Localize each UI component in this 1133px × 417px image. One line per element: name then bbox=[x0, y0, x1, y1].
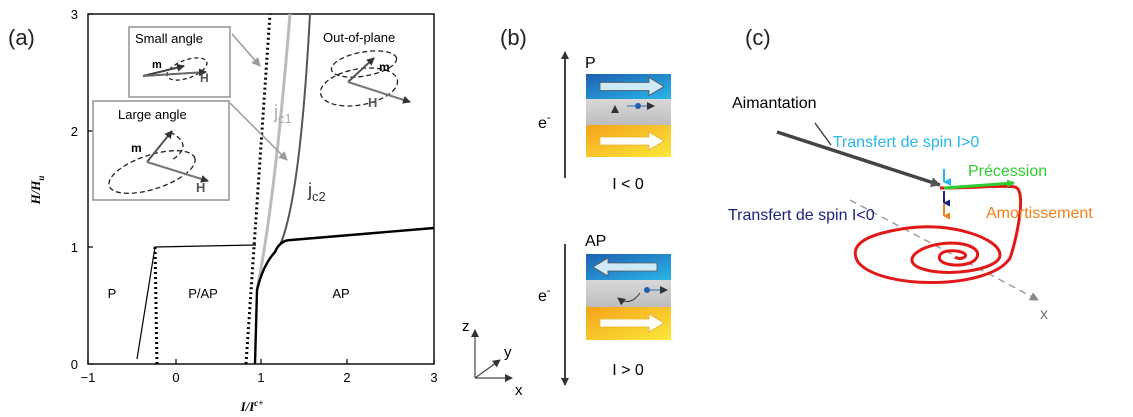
jc2-label: jc2 bbox=[307, 180, 326, 204]
spin-transfer-pos-label: Transfert de spin I>0 bbox=[833, 134, 980, 151]
y-axis-ticks bbox=[88, 13, 93, 365]
current-label-top: I < 0 bbox=[612, 176, 644, 193]
axis-y-label: y bbox=[504, 344, 512, 361]
inset-large-angle: Large angle m H bbox=[92, 100, 288, 201]
panel-c: (c) x Aimantation Transfert de spin I>0 … bbox=[728, 25, 1093, 323]
fixed-arrow-bottom bbox=[599, 313, 665, 333]
x-tick-label: 3 bbox=[430, 370, 437, 385]
inset-large-angle-m: m bbox=[131, 141, 142, 155]
axis-z-label: z bbox=[462, 318, 470, 335]
dotted-boundary-left bbox=[153, 246, 159, 365]
x-tick-label: −1 bbox=[81, 370, 96, 385]
inset-large-angle-h: H bbox=[196, 180, 205, 195]
panel-a-label: (a) bbox=[8, 25, 35, 50]
inset-small-angle: Small angle m H bbox=[128, 26, 261, 98]
panel-b-label: (b) bbox=[500, 25, 527, 50]
stack-antiparallel: e- AP I > 0 bbox=[538, 233, 671, 386]
x-axis-label: I/Ic+ bbox=[240, 398, 264, 414]
inset-out-of-plane-title: Out-of-plane bbox=[323, 30, 395, 45]
inset-large-angle-title: Large angle bbox=[118, 107, 187, 122]
electron-label-top: e- bbox=[538, 112, 551, 132]
jc2-curve bbox=[279, 13, 311, 246]
inset-out-of-plane-m: m bbox=[379, 60, 390, 74]
region-ap-label: AP bbox=[332, 286, 349, 301]
y-axis-label: H/Hu bbox=[28, 176, 46, 206]
axis-x-label-c: x bbox=[1040, 306, 1048, 323]
ap-boundary bbox=[253, 226, 435, 365]
x-axis-ticks bbox=[87, 359, 435, 364]
y-tick-label: 1 bbox=[71, 240, 78, 255]
inset-small-angle-m: m bbox=[152, 59, 162, 71]
inset-small-angle-h: H bbox=[200, 71, 209, 85]
jc1-label: jc1 bbox=[273, 102, 292, 126]
magnetization-label: Aimantation bbox=[732, 95, 817, 112]
x-tick-label: 2 bbox=[343, 370, 350, 385]
precession-label: Précession bbox=[968, 163, 1047, 180]
y-tick-label: 3 bbox=[71, 7, 78, 22]
p-pap-boundary bbox=[136, 244, 257, 360]
stack-parallel: e- P I < 0 bbox=[538, 51, 671, 193]
magnetization-leader bbox=[814, 122, 832, 146]
spacer-bottom bbox=[586, 280, 671, 307]
config-ap-label: AP bbox=[585, 233, 606, 250]
inset-out-of-plane-h: H bbox=[368, 95, 377, 110]
damping-label: Amortissement bbox=[986, 205, 1093, 222]
y-tick-label: 2 bbox=[71, 124, 78, 139]
fixed-arrow-top bbox=[599, 131, 665, 151]
panel-b: (b) e- P I < 0 e- AP bbox=[500, 25, 671, 386]
spacer-top bbox=[586, 99, 671, 125]
spin-transfer-neg-label: Transfert de spin I<0 bbox=[728, 207, 875, 224]
region-p-label: P bbox=[108, 286, 117, 301]
panel-a: (a) −1 0 1 2 3 0 1 2 3 I/Ic+ H/Hu bbox=[8, 7, 438, 414]
electron-dot-top bbox=[635, 103, 641, 109]
x-tick-label: 0 bbox=[172, 370, 179, 385]
panel-c-label: (c) bbox=[745, 25, 771, 50]
precession-arrow bbox=[943, 179, 1015, 190]
magnetization-vector bbox=[776, 130, 941, 187]
jc1-curve bbox=[255, 13, 292, 291]
axes-triad: z y x bbox=[462, 318, 523, 399]
region-p-ap-label: P/AP bbox=[188, 286, 218, 301]
electron-label-bottom: e- bbox=[538, 285, 551, 305]
magnetization-arrow-left bbox=[592, 257, 658, 277]
precession-trajectory bbox=[853, 184, 1023, 284]
inset-out-of-plane: Out-of-plane m H bbox=[319, 30, 411, 110]
magnetization-arrow-right bbox=[599, 76, 665, 97]
axis-x-label: x bbox=[515, 382, 523, 399]
y-tick-label: 0 bbox=[71, 357, 78, 372]
inset-small-angle-title: Small angle bbox=[135, 31, 203, 46]
current-label-bottom: I > 0 bbox=[612, 362, 644, 379]
dotted-boundary-right bbox=[244, 13, 272, 365]
x-tick-label: 1 bbox=[257, 370, 264, 385]
config-p-label: P bbox=[585, 55, 596, 72]
electron-dot-bottom bbox=[644, 287, 650, 293]
